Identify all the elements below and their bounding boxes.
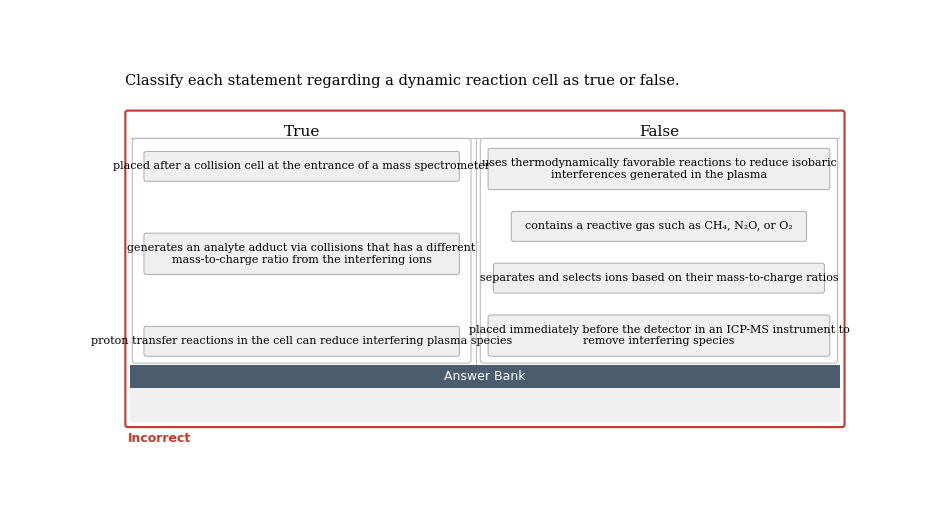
Text: True: True [283, 125, 320, 139]
Text: Incorrect: Incorrect [128, 432, 191, 445]
Text: interferences generated in the plasma: interferences generated in the plasma [551, 170, 767, 180]
FancyBboxPatch shape [144, 326, 459, 356]
FancyBboxPatch shape [511, 212, 807, 242]
Polygon shape [130, 388, 840, 422]
Text: generates an analyte adduct via collisions that has a different: generates an analyte adduct via collisio… [128, 243, 475, 253]
FancyBboxPatch shape [480, 138, 837, 363]
FancyBboxPatch shape [125, 111, 845, 427]
FancyBboxPatch shape [488, 148, 830, 190]
FancyBboxPatch shape [133, 138, 471, 363]
FancyBboxPatch shape [144, 233, 459, 275]
Text: proton transfer reactions in the cell can reduce interfering plasma species: proton transfer reactions in the cell ca… [91, 336, 512, 346]
Text: uses thermodynamically favorable reactions to reduce isobaric: uses thermodynamically favorable reactio… [481, 158, 836, 168]
FancyBboxPatch shape [493, 263, 825, 293]
FancyBboxPatch shape [144, 151, 459, 181]
Text: Answer Bank: Answer Bank [444, 370, 526, 383]
Text: remove interfering species: remove interfering species [583, 336, 735, 346]
Text: Classify each statement regarding a dynamic reaction cell as true or false.: Classify each statement regarding a dyna… [125, 74, 679, 88]
Text: contains a reactive gas such as CH₄, N₂O, or O₂: contains a reactive gas such as CH₄, N₂O… [525, 222, 793, 232]
Text: separates and selects ions based on their mass-to-charge ratios: separates and selects ions based on thei… [479, 273, 838, 283]
Text: placed after a collision cell at the entrance of a mass spectrometer: placed after a collision cell at the ent… [113, 161, 491, 171]
Text: False: False [639, 125, 679, 139]
Polygon shape [130, 365, 840, 388]
FancyBboxPatch shape [488, 315, 830, 356]
Text: placed immediately before the detector in an ICP-MS instrument to: placed immediately before the detector i… [469, 325, 849, 335]
Text: mass-to-charge ratio from the interfering ions: mass-to-charge ratio from the interferin… [171, 255, 432, 265]
